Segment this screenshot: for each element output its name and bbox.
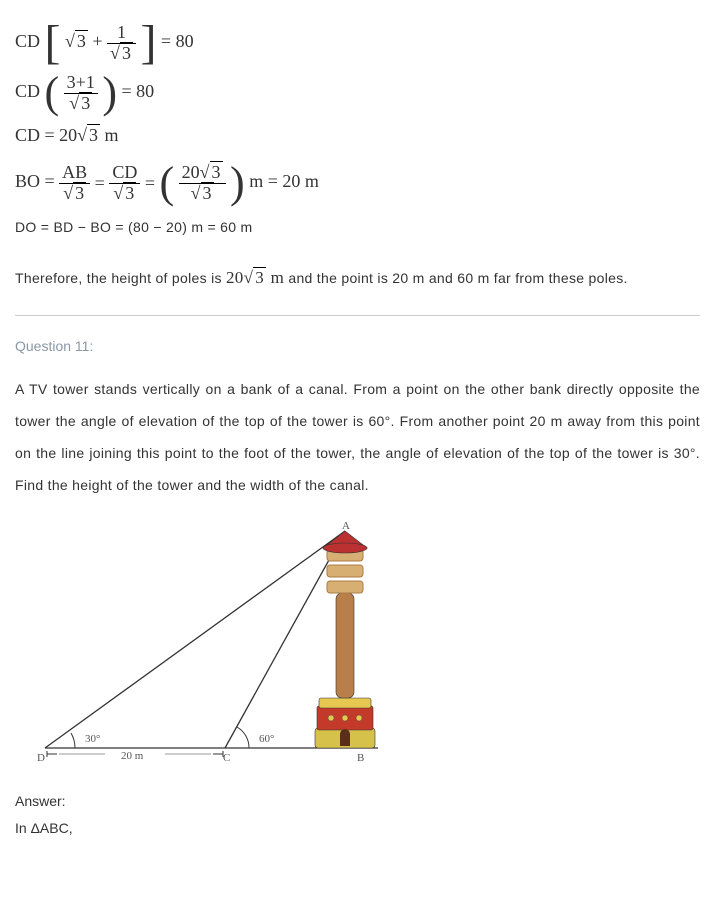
equation-4: BO = AB√3 = CD√3 = ( 20√3√3 ) m = 20 m [15,161,700,205]
eq-den: 3 [79,92,92,113]
eq-val: 20 [182,162,200,182]
eq-sqrt: 3 [210,161,223,182]
svg-text:D: D [37,752,45,764]
svg-text:B: B [357,752,364,764]
equation-2: CD ( 3+1√3 ) = 80 [15,71,700,115]
question-heading: Question 11: [15,334,700,359]
eq-sqrt: 3 [75,30,88,51]
svg-text:20 m: 20 m [121,750,144,762]
eq-unit: m [100,125,119,145]
eq-var: CD [15,31,40,51]
eq-den: 3 [120,42,133,63]
eq-op: + [88,31,107,51]
eq-den: 3 [201,182,214,203]
eq-rhs: = 80 [121,81,154,101]
eq-unit: m = 20 m [249,172,319,192]
eq-num: CD [109,163,140,184]
height-conclusion: Therefore, the height of poles is 20√3 m… [15,258,700,297]
eq-var: BO = [15,172,59,192]
text: Therefore, the height of poles is [15,270,222,286]
eq-var: CD [15,81,40,101]
question-text: A TV tower stands vertically on a bank o… [15,373,700,502]
unit: m [271,268,285,287]
svg-text:30°: 30° [85,733,100,745]
svg-text:60°: 60° [259,733,274,745]
eq-sqrt: 3 [87,124,100,145]
eq-num: 1 [107,23,136,44]
svg-text:C: C [223,752,230,764]
eq-text: CD = 20 [15,125,77,145]
eq-rhs: = 80 [161,31,194,51]
answer-label: Answer: [15,789,700,814]
equation-1: CD [ √3 + 1√3 ] = 80 [15,19,700,67]
equation-3: CD = 20√3 m [15,119,700,151]
svg-text:A: A [342,520,350,532]
eq-num: AB [59,163,90,184]
eq-num: 3+1 [64,73,98,94]
divider [15,315,700,316]
tower-diagram: 30° 60° A D C B 20 m [30,516,700,784]
sqrt: 3 [253,267,266,287]
text: and the point is 20 m and 60 m far from … [288,270,627,286]
eq-den: 3 [123,182,136,203]
val: 20 [226,268,244,287]
answer-line-1: In ΔABC, [15,816,700,841]
line-do: DO = BD − BO = (80 − 20) m = 60 m [15,211,700,243]
eq-den: 3 [73,182,86,203]
